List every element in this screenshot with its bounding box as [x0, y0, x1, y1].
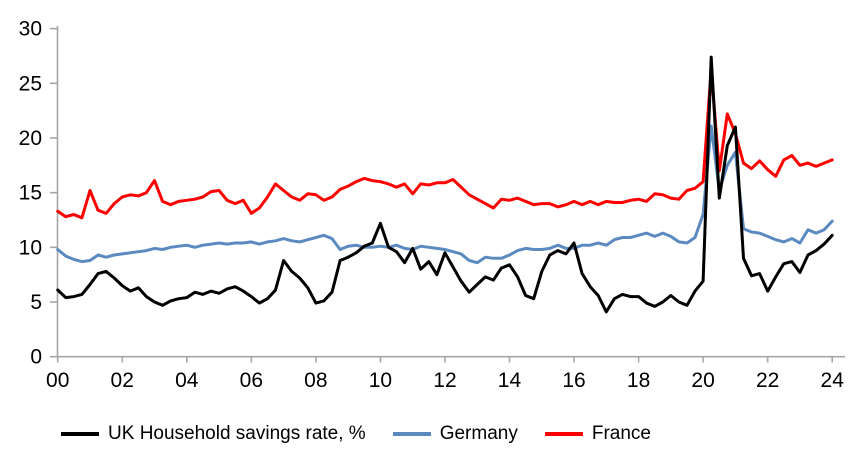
france-line-swatch: [544, 432, 583, 437]
legend-item-germany: Germany: [392, 423, 518, 445]
savings-rate-line-chart: 0 5 10 15 20 25 30 00 02 04 06 08 10 12 14 16 18 20 22 24: [19, 18, 845, 392]
germany-line: [56, 124, 834, 265]
chart-area: 0 5 10 15 20 25 30 00 02 04 06 08 10 12 14 16 18 20 22 24: [19, 18, 845, 392]
uk-line: [56, 55, 834, 314]
x-axis-label-18: 18: [627, 369, 650, 392]
x-axis-label-12: 12: [433, 369, 456, 392]
y-axis-label-15: 15: [19, 182, 42, 205]
legend-label-germany: Germany: [439, 423, 518, 444]
y-axis-label-0: 0: [30, 346, 42, 369]
x-axis-label-14: 14: [498, 369, 522, 392]
legend-label-france: France: [591, 423, 651, 444]
uk-line-swatch: [61, 432, 100, 437]
legend-label-uk: UK Household savings rate, %: [108, 423, 366, 444]
x-axis-label-16: 16: [562, 369, 585, 392]
x-axis-label-24: 24: [821, 369, 845, 392]
y-axis-label-30: 30: [19, 18, 42, 41]
y-axis-label-25: 25: [19, 72, 42, 95]
axes: [50, 26, 845, 363]
y-axis-label-10: 10: [19, 236, 42, 259]
france-line: [56, 67, 834, 220]
x-axis-label-02: 02: [111, 369, 134, 392]
x-axis-label-04: 04: [175, 369, 199, 392]
x-axis-label-08: 08: [304, 369, 327, 392]
x-axis-label-06: 06: [240, 369, 263, 392]
axis-tick-labels: 0 5 10 15 20 25 30 00 02 04 06 08 10 12 14 16 18 20 22 24: [19, 18, 845, 392]
y-axis-label-5: 5: [30, 291, 42, 314]
chart-legend: UK Household savings rate, % Germany Fra…: [0, 423, 782, 445]
x-axis-label-10: 10: [369, 369, 392, 392]
y-axis-label-20: 20: [19, 127, 42, 150]
legend-item-uk: UK Household savings rate, %: [61, 423, 366, 445]
germany-line-swatch: [392, 432, 431, 437]
x-axis-label-22: 22: [756, 369, 779, 392]
x-axis-label-20: 20: [691, 369, 714, 392]
x-axis-label-00: 00: [46, 369, 69, 392]
legend-item-france: France: [544, 423, 651, 445]
